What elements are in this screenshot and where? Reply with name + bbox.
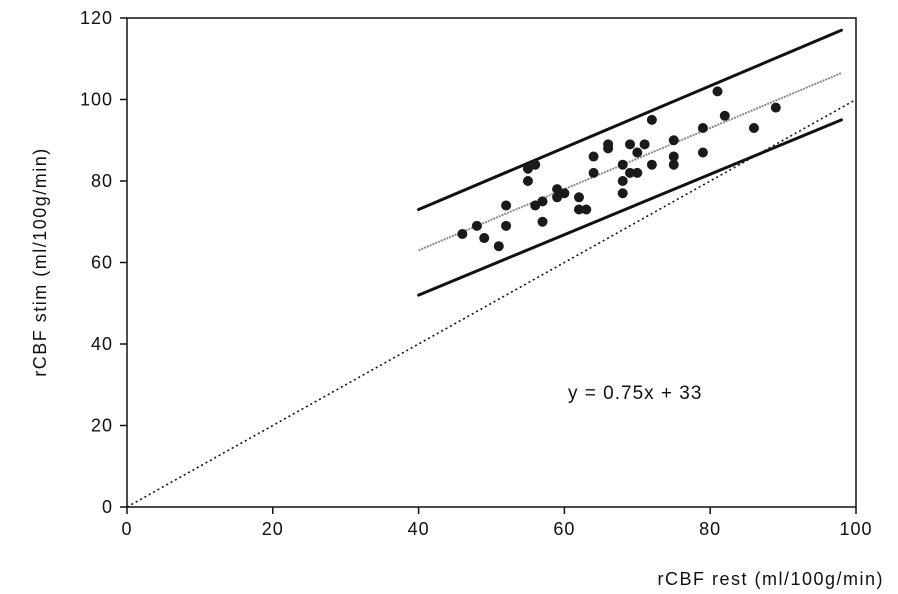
data-point <box>748 123 759 134</box>
axis-ticks: 0 20 40 60 80 100 0 20 40 60 80 100 120 <box>80 8 872 539</box>
x-tick-label: 40 <box>408 519 430 539</box>
regression-equation: y = 0.75x + 33 <box>568 383 702 404</box>
data-point <box>501 220 512 231</box>
data-point <box>632 167 643 178</box>
data-point <box>617 176 628 186</box>
y-tick-label: 120 <box>80 8 113 28</box>
y-tick-label: 0 <box>102 497 113 517</box>
data-point <box>559 188 570 199</box>
data-point <box>697 147 708 158</box>
data-point <box>522 176 533 186</box>
y-tick-label: 20 <box>91 416 113 436</box>
data-point <box>552 184 563 195</box>
data-point <box>668 151 679 162</box>
y-axis-title: rCBF stim (ml/100g/min) <box>30 147 50 377</box>
data-point <box>625 139 636 150</box>
data-point <box>457 228 468 239</box>
x-tick-label: 100 <box>839 519 872 539</box>
data-point <box>603 143 614 154</box>
data-point <box>588 151 599 162</box>
data-point <box>668 135 679 146</box>
data-point <box>617 159 628 170</box>
data-point <box>668 159 679 170</box>
data-point <box>770 102 781 113</box>
data-point <box>719 110 730 121</box>
data-point <box>588 167 599 178</box>
regression-line <box>418 72 842 252</box>
data-point <box>471 220 482 231</box>
x-tick-label: 80 <box>699 519 721 539</box>
data-point <box>712 86 723 97</box>
data-point <box>530 200 541 211</box>
y-tick-label: 40 <box>91 334 113 354</box>
y-tick-label: 80 <box>91 171 113 191</box>
chart-lines <box>126 28 857 508</box>
data-point <box>646 159 657 170</box>
identity-line <box>126 98 857 508</box>
data-point <box>625 167 636 178</box>
lower-bound-line <box>417 118 843 297</box>
data-point <box>632 147 643 158</box>
y-tick-label: 100 <box>80 90 113 110</box>
data-point <box>537 196 548 207</box>
x-tick-label: 60 <box>553 519 575 539</box>
x-tick-label: 20 <box>262 519 284 539</box>
data-point <box>530 159 541 170</box>
y-tick-label: 60 <box>91 253 113 273</box>
data-point <box>617 188 628 199</box>
data-point <box>522 163 533 174</box>
data-points <box>457 86 781 252</box>
x-axis-title: rCBF rest (ml/100g/min) <box>657 569 884 589</box>
data-point <box>573 192 584 203</box>
x-tick-label: 0 <box>121 519 132 539</box>
data-point <box>537 216 548 227</box>
data-point <box>573 204 584 215</box>
data-point <box>501 200 512 211</box>
data-point <box>493 241 504 252</box>
data-point <box>639 139 650 150</box>
data-point <box>646 114 657 125</box>
data-point <box>552 192 563 203</box>
plot-frame <box>126 17 857 508</box>
data-point <box>581 204 592 215</box>
data-point <box>697 123 708 134</box>
data-point <box>479 233 490 244</box>
upper-bound-line <box>417 28 843 212</box>
